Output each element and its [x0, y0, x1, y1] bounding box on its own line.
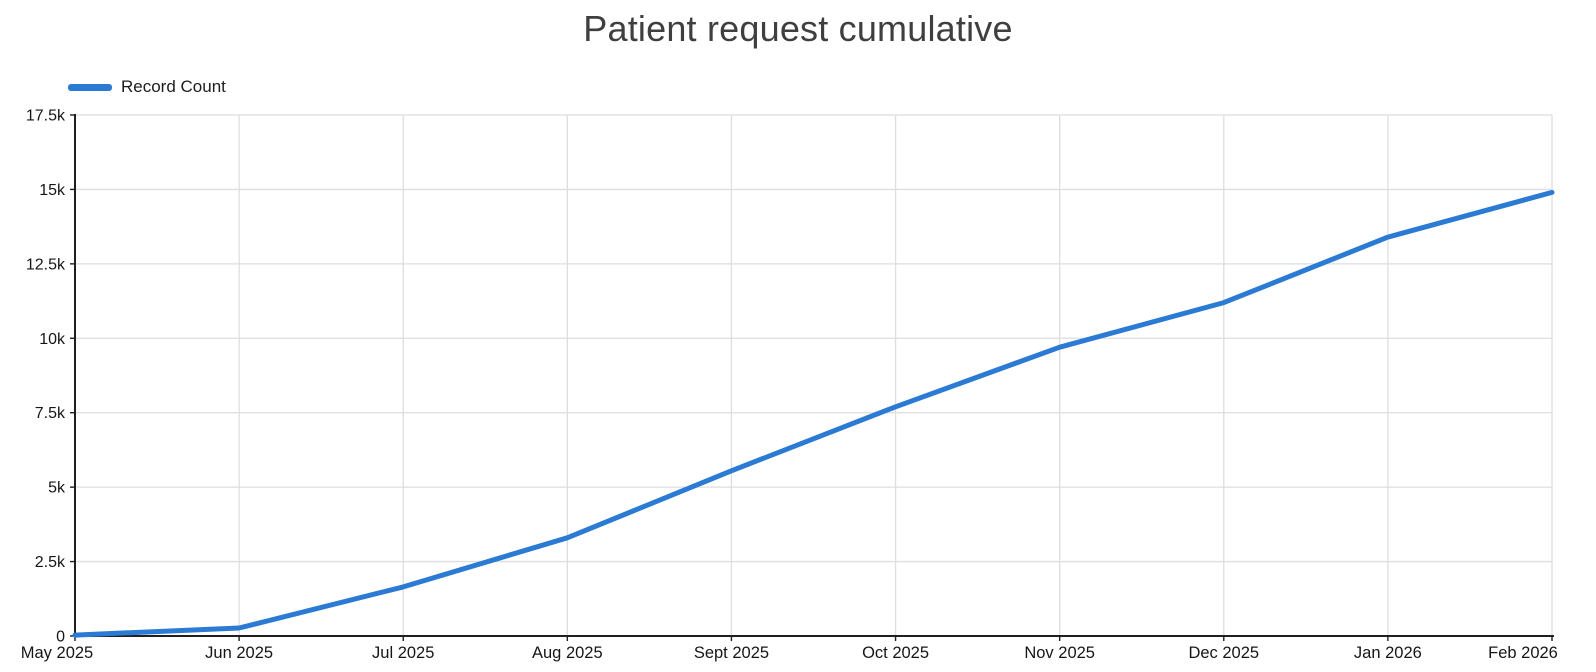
y-axis-tick-label: 17.5k	[26, 108, 66, 125]
y-axis-tick-label: 10k	[39, 331, 66, 348]
x-axis-label: Sept 2025	[694, 644, 769, 662]
y-axis-tick-label: 15k	[39, 182, 66, 199]
y-axis-tick-label: 12.5k	[26, 256, 66, 273]
x-axis-label: Jul 2025	[372, 644, 434, 662]
series-line-record-count	[72, 189, 1555, 638]
x-axis-label: May 2025	[21, 644, 93, 662]
x-axis-label: Jun 2025	[205, 644, 273, 662]
legend-label: Record Count	[121, 77, 226, 96]
legend: Record Count	[68, 77, 226, 97]
x-axis-label: Jan 2026	[1354, 644, 1422, 662]
x-axis-label: Oct 2025	[862, 644, 929, 662]
y-axis-tick-label: 5k	[48, 480, 66, 497]
chart-title: Patient request cumulative	[583, 8, 1013, 49]
y-axis-tick-label: 7.5k	[35, 405, 66, 422]
y-axis-tick-label: 2.5k	[35, 554, 66, 571]
x-axis-label: Feb 2026	[1488, 644, 1558, 662]
y-axis-tick-label: 0	[56, 629, 65, 646]
x-axis-label: Aug 2025	[532, 644, 603, 662]
legend-line-swatch	[68, 83, 112, 91]
x-axis-label: Nov 2025	[1024, 644, 1095, 662]
x-axis-label: Dec 2025	[1188, 644, 1259, 662]
